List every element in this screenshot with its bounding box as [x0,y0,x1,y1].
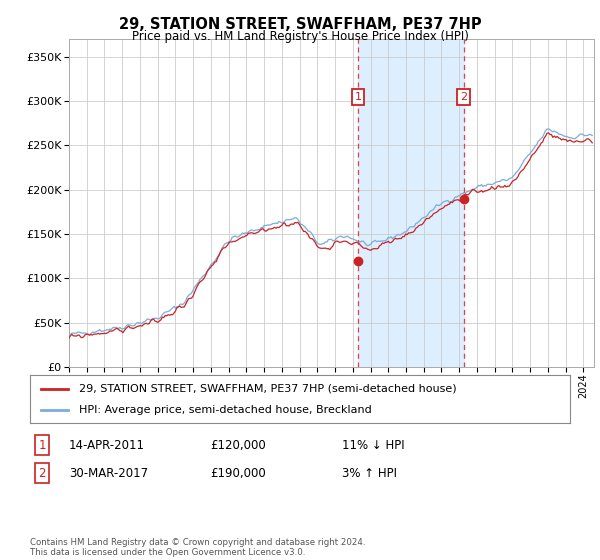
Text: 1: 1 [38,438,46,452]
Text: HPI: Average price, semi-detached house, Breckland: HPI: Average price, semi-detached house,… [79,405,371,415]
Text: £190,000: £190,000 [210,466,266,480]
Text: 2: 2 [460,92,467,102]
Bar [358,39,464,367]
Text: Contains HM Land Registry data © Crown copyright and database right 2024.
This d: Contains HM Land Registry data © Crown c… [30,538,365,557]
Text: 1: 1 [355,92,362,102]
Text: Price paid vs. HM Land Registry's House Price Index (HPI): Price paid vs. HM Land Registry's House … [131,30,469,43]
Text: 29, STATION STREET, SWAFFHAM, PE37 7HP (semi-detached house): 29, STATION STREET, SWAFFHAM, PE37 7HP (… [79,384,456,394]
Text: £120,000: £120,000 [210,438,266,452]
Text: 3% ↑ HPI: 3% ↑ HPI [342,466,397,480]
Text: 11% ↓ HPI: 11% ↓ HPI [342,438,404,452]
Text: 30-MAR-2017: 30-MAR-2017 [69,466,148,480]
Text: 29, STATION STREET, SWAFFHAM, PE37 7HP: 29, STATION STREET, SWAFFHAM, PE37 7HP [119,17,481,32]
Text: 14-APR-2011: 14-APR-2011 [69,438,145,452]
Text: 2: 2 [38,466,46,480]
